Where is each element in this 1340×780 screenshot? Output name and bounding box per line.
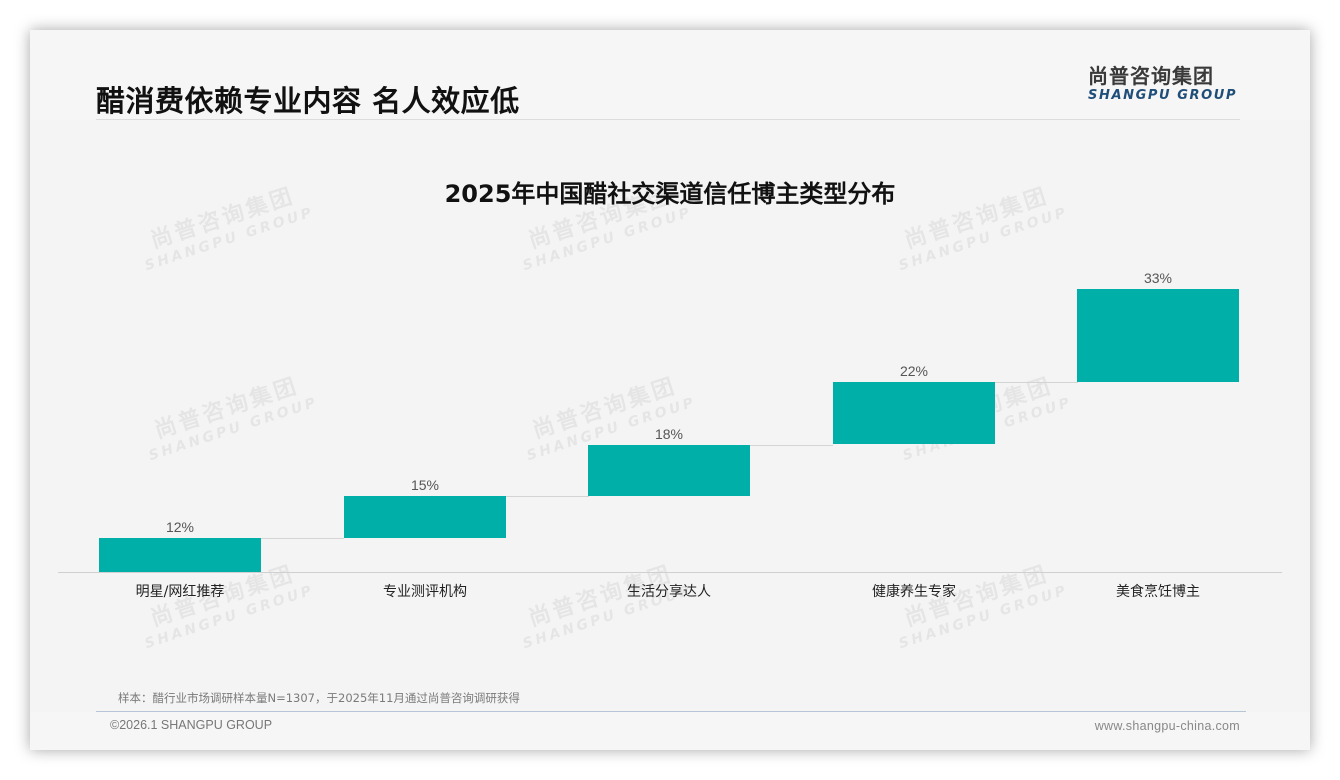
category-label: 健康养生专家 xyxy=(872,584,956,600)
sample-note: 样本：醋行业市场调研样本量N=1307，于2025年11月通过尚普咨询调研获得 xyxy=(118,691,520,705)
bar-value-label: 12% xyxy=(165,519,195,535)
bar xyxy=(1077,289,1239,382)
connector-line xyxy=(995,382,1078,383)
connector-line xyxy=(261,538,344,539)
bar xyxy=(833,382,995,444)
connector-line xyxy=(750,445,833,446)
bar xyxy=(588,445,750,496)
page-title: 醋消费依赖专业内容 名人效应低 xyxy=(96,84,520,118)
category-label: 美食烹饪博主 xyxy=(1116,584,1200,600)
logo-chinese-text: 尚普咨询集团 xyxy=(1088,64,1214,88)
waterfall-chart: 12% 明星/网红推荐 15% 专业测评机构 18% 生活分享达人 22% 健康养生专家 33%… xyxy=(30,30,1310,750)
bar-value-label: 15% xyxy=(410,477,440,493)
copyright-text: ©2026.1 SHANGPU GROUP xyxy=(110,718,273,732)
bar xyxy=(344,496,506,538)
category-label: 明星/网红推荐 xyxy=(135,584,225,600)
logo-english-text: SHANGPU GROUP xyxy=(1088,88,1238,103)
bar xyxy=(99,538,261,572)
website-link[interactable]: www.shangpu-china.com xyxy=(1094,719,1240,733)
company-logo: 尚普咨询集团 SHANGPU GROUP xyxy=(1088,64,1240,104)
x-axis-line xyxy=(58,572,1282,573)
bar-value-label: 22% xyxy=(899,363,929,379)
footer-divider xyxy=(96,711,1246,712)
category-label: 生活分享达人 xyxy=(627,584,711,600)
connector-line xyxy=(506,496,589,497)
header-divider xyxy=(96,119,1240,120)
bar-value-label: 33% xyxy=(1143,270,1173,286)
category-label: 专业测评机构 xyxy=(383,584,467,600)
slide: 醋消费依赖专业内容 名人效应低 尚普咨询集团 SHANGPU GROUP 尚普咨… xyxy=(30,30,1310,750)
chart-title: 2025年中国醋社交渠道信任博主类型分布 xyxy=(444,180,896,208)
bar-value-label: 18% xyxy=(654,426,684,442)
header-band xyxy=(30,30,1310,120)
footer-band xyxy=(30,712,1310,750)
